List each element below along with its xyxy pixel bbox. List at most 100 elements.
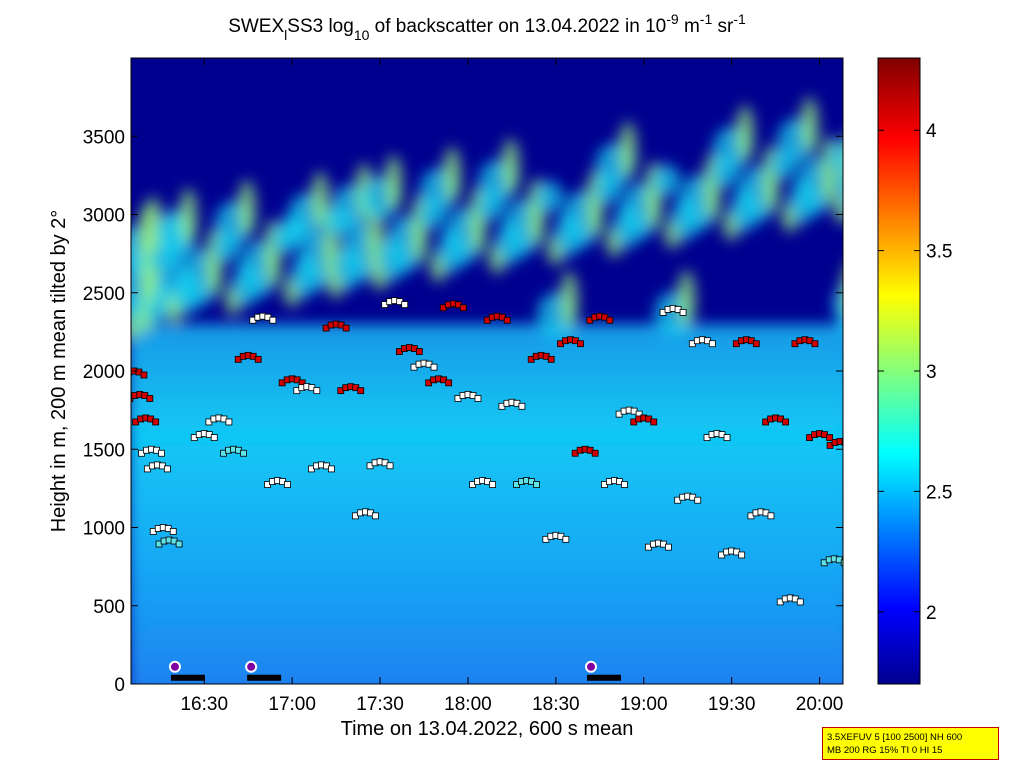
detection-point [694, 496, 702, 504]
detection-point [372, 512, 379, 520]
x-tick-label: 19:30 [708, 694, 756, 715]
detection-point [650, 418, 658, 426]
cloud-detections [131, 297, 853, 606]
colorbar-tick-label: 2 [926, 603, 937, 624]
detection-point [562, 535, 570, 543]
field-column [670, 324, 735, 684]
colorbar [877, 57, 921, 685]
x-tick-label: 19:00 [620, 694, 668, 715]
field-column [611, 324, 677, 684]
detection-point [386, 462, 394, 470]
detection-point [284, 481, 291, 488]
y-tick-label: 1500 [83, 440, 125, 461]
chart-title: SWEXlSS3 log10 of backscatter on 13.04.2… [228, 11, 746, 43]
surface-marker [245, 660, 258, 673]
field-column [494, 324, 559, 684]
surface-bar [247, 674, 282, 681]
detection-point [240, 449, 247, 457]
detection-point [708, 340, 716, 348]
detection-point [679, 308, 687, 316]
surface-bar [170, 674, 205, 681]
field-patch [618, 122, 637, 179]
y-tick-label: 0 [114, 675, 125, 696]
colorbar-tick-label: 3 [926, 362, 937, 383]
field-patch [800, 97, 819, 154]
backscatter-field [131, 97, 843, 684]
field-column [787, 324, 843, 684]
x-tick-label: 20:00 [796, 694, 844, 715]
field-patch [652, 164, 681, 197]
surface-marker [585, 660, 598, 673]
field-column [171, 324, 237, 684]
colorbar-ticks: 2 2.5 3 3.5 4 [878, 121, 952, 624]
detection-point [342, 324, 350, 332]
surface-bar [587, 674, 622, 681]
x-tick-label: 18:30 [532, 694, 580, 715]
detection-point [752, 340, 760, 348]
field-patch [736, 105, 755, 162]
field-patch [237, 180, 256, 237]
y-tick-label: 3000 [83, 206, 125, 227]
y-tick-label: 2500 [83, 284, 125, 305]
detection-point [606, 316, 614, 324]
detection-point [547, 355, 555, 363]
detection-point [357, 387, 365, 395]
field-patch [842, 276, 843, 302]
detection-point [503, 316, 511, 324]
field-patch [836, 155, 843, 200]
y-axis-label: Height in m, 200 m mean tilted by 2° [48, 210, 70, 533]
field-patch [384, 155, 403, 212]
detection-point [577, 340, 584, 348]
y-tick-label: 3500 [83, 127, 125, 148]
detection-point [415, 348, 423, 355]
field-column [840, 324, 843, 684]
detection-point [489, 481, 497, 488]
field-column [289, 324, 340, 684]
detection-point [140, 371, 148, 379]
field-patch [677, 270, 696, 327]
detection-point [445, 379, 453, 387]
detection-point [210, 434, 218, 442]
y-tick-label: 2000 [83, 362, 125, 383]
field-patch [560, 271, 579, 328]
info-line-1: 3.5XEFUV 5 [100 2500] NH 600 [827, 732, 963, 743]
detection-point [474, 395, 482, 402]
detection-point [665, 543, 672, 551]
detection-point [175, 540, 183, 548]
detection-point [796, 598, 804, 606]
x-axis-label: Time on 13.04.2022, 600 s mean [341, 718, 634, 740]
field-column [728, 324, 794, 684]
x-tick-label: 17:00 [268, 694, 316, 715]
detection-point [430, 363, 438, 371]
field-patch [501, 138, 520, 195]
colorbar-tick-label: 4 [926, 121, 937, 142]
colorbar-tick-label: 3.5 [926, 242, 952, 263]
x-tick-label: 16:30 [180, 694, 228, 715]
field-column [333, 324, 384, 684]
field-patch [311, 171, 330, 228]
detection-point [767, 512, 775, 520]
field-patch [535, 180, 564, 213]
detection-point [836, 438, 843, 445]
detection-point [811, 340, 819, 348]
detection-point [847, 442, 853, 448]
detection-point [225, 418, 233, 426]
detection-point [518, 402, 526, 410]
surface-marker [168, 660, 181, 673]
detection-point [782, 418, 790, 426]
colorbar-tick-label: 2.5 [926, 482, 952, 503]
detection-point [163, 465, 171, 473]
field-patch [833, 284, 843, 324]
detection-point [621, 481, 628, 488]
heatmap-plot [131, 58, 853, 684]
detection-point [723, 434, 731, 442]
field-patch [179, 188, 198, 245]
detection-point [313, 387, 321, 395]
detection-point [269, 316, 277, 324]
field-column [552, 324, 618, 684]
detection-point [533, 481, 540, 488]
field-patch [842, 184, 843, 201]
field-patch [834, 191, 843, 224]
detection-point [738, 551, 746, 559]
